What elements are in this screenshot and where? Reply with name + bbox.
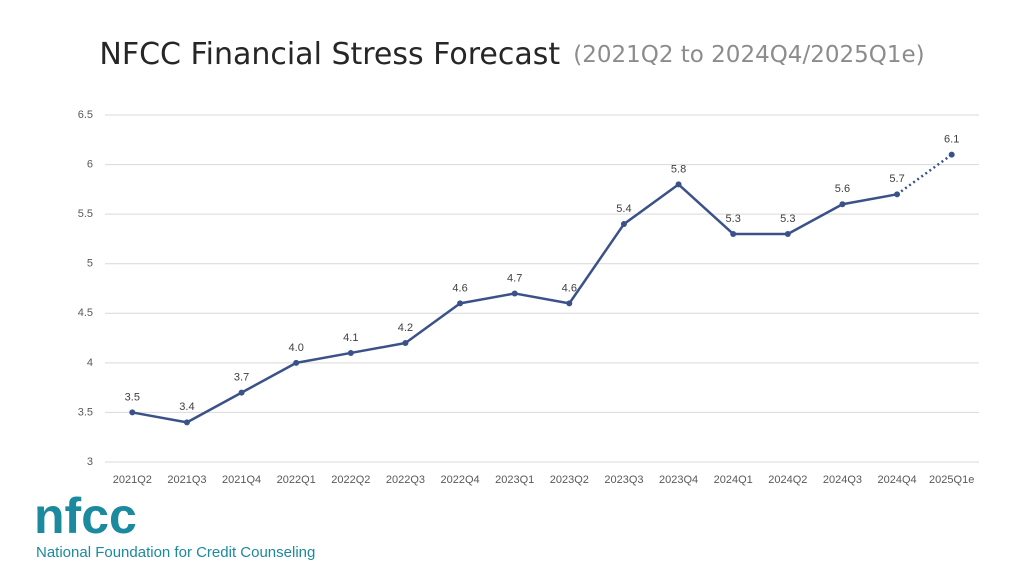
value-label: 4.2 (398, 322, 413, 334)
point (566, 300, 573, 307)
y-tick-label: 3 (87, 456, 93, 468)
x-tick-label: 2021Q3 (167, 474, 206, 486)
x-tick-label: 2021Q2 (113, 474, 152, 486)
value-label: 6.1 (944, 134, 959, 146)
x-tick-label: 2024Q2 (768, 474, 807, 486)
x-tick-label: 2021Q4 (222, 474, 261, 486)
x-tick-label: 2023Q1 (495, 474, 534, 486)
value-label: 5.3 (726, 213, 741, 225)
value-label: 5.8 (671, 163, 686, 175)
value-label: 5.7 (889, 173, 904, 185)
point (620, 221, 627, 228)
chart-title: NFCC Financial Stress Forecast (99, 37, 560, 72)
point (238, 389, 245, 396)
point (511, 290, 518, 297)
y-tick-label: 4 (87, 357, 93, 369)
chart-header: NFCC Financial Stress Forecast (2021Q2 t… (99, 37, 924, 72)
x-tick-label: 2023Q2 (550, 474, 589, 486)
value-label: 4.0 (289, 342, 304, 354)
y-tick-label: 6.5 (78, 109, 93, 121)
y-tick-label: 5 (87, 258, 93, 270)
value-label: 4.7 (507, 272, 522, 284)
x-tick-label: 2023Q3 (604, 474, 643, 486)
point (730, 230, 737, 237)
value-label: 5.3 (780, 213, 795, 225)
point (839, 201, 846, 208)
logo-name: National Foundation for Credit Counselin… (36, 544, 315, 561)
value-label: 3.4 (179, 401, 194, 413)
forecast-line (896, 153, 953, 196)
x-tick-label: 2022Q3 (386, 474, 425, 486)
point (784, 230, 791, 237)
value-label: 5.6 (835, 183, 850, 195)
x-tick-label: 2022Q2 (331, 474, 370, 486)
x-tick-label: 2025Q1e (929, 474, 974, 486)
y-tick-label: 4.5 (78, 307, 93, 319)
x-tick-label: 2024Q3 (823, 474, 862, 486)
logo-mark: nfcc (34, 488, 137, 544)
chart-subtitle: (2021Q2 to 2024Q4/2025Q1e) (573, 42, 924, 68)
value-label: 4.6 (452, 282, 467, 294)
point (675, 181, 682, 188)
point (948, 151, 955, 158)
y-tick-label: 3.5 (78, 406, 93, 418)
x-tick-label: 2022Q4 (440, 474, 479, 486)
x-tick-label: 2022Q1 (277, 474, 316, 486)
value-label: 3.5 (125, 391, 140, 403)
value-label: 3.7 (234, 372, 249, 384)
point (293, 359, 300, 366)
point (894, 191, 901, 198)
point (457, 300, 464, 307)
point (129, 409, 136, 416)
point (347, 349, 354, 356)
x-tick-label: 2024Q1 (714, 474, 753, 486)
x-tick-label: 2024Q4 (877, 474, 916, 486)
point (402, 340, 409, 347)
x-tick-label: 2023Q4 (659, 474, 698, 486)
y-tick-label: 5.5 (78, 208, 93, 220)
value-label: 4.1 (343, 332, 358, 344)
y-tick-label: 6 (87, 158, 93, 170)
point (183, 419, 190, 426)
value-label: 4.6 (562, 282, 577, 294)
value-label: 5.4 (616, 203, 631, 215)
